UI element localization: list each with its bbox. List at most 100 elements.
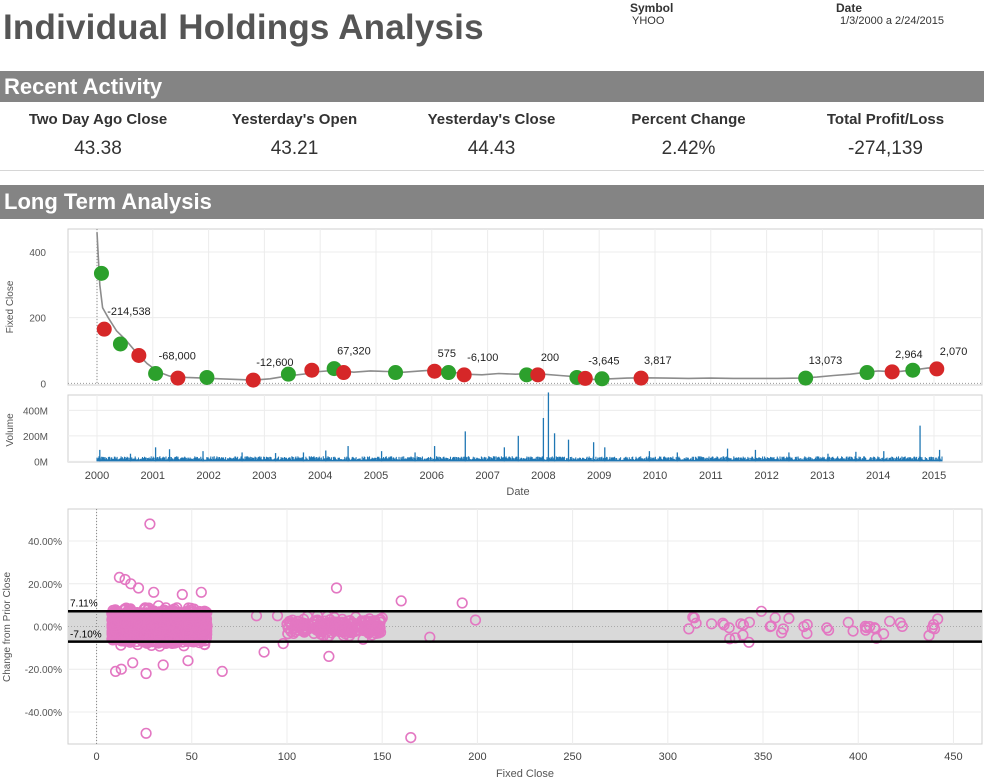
buy-trade-point [148, 366, 164, 382]
date-x-tick-label: 2010 [643, 470, 667, 482]
date-x-tick-label: 2000 [85, 470, 109, 482]
scatter-point [705, 618, 718, 630]
long-term-charts[interactable]: 0 200 400 Fixed Close -214,538 -68,000 -12,600… [0, 222, 984, 782]
date-x-axis-title: Date [506, 486, 529, 498]
date-x-tick-label: 2009 [587, 470, 611, 482]
scatter-point [801, 628, 813, 640]
scatter-point [198, 625, 210, 637]
sell-trade-point [577, 370, 593, 386]
scatter-point [822, 624, 835, 636]
kpi-value: 43.21 [270, 138, 319, 159]
date-x-tick-label: 2008 [531, 470, 555, 482]
scatter-point [469, 614, 482, 626]
kpi-yesterdays-close[interactable]: Yesterday's Close 44.43 [393, 104, 590, 170]
scatter-point [877, 628, 890, 640]
scatter-point [140, 727, 152, 739]
date-x-tick-label: 2014 [866, 470, 890, 482]
scatter-point [196, 622, 208, 634]
volume-y-tick-label: 0M [34, 457, 48, 468]
sell-trade-point [427, 363, 443, 379]
date-x-tick-label: 2013 [810, 470, 834, 482]
sell-trade-point [929, 361, 945, 377]
scatter-point [335, 622, 347, 634]
scatter-point [311, 614, 324, 626]
scatter-point [155, 624, 167, 636]
trade-profit-label: 13,073 [809, 355, 843, 367]
scatter-point [842, 616, 854, 629]
sell-trade-point [884, 364, 900, 380]
date-x-tick-label: 2004 [308, 470, 332, 482]
kpi-total-profit-loss[interactable]: Total Profit/Loss -274,139 [787, 104, 984, 170]
scatter-y-tick-label: 20.00% [28, 580, 62, 591]
kpi-percent-change[interactable]: Percent Change 2.42% [590, 104, 787, 170]
date-x-tick-label: 2015 [922, 470, 946, 482]
scatter-point [158, 618, 171, 630]
scatter-point [277, 638, 289, 650]
buy-trade-point [519, 367, 535, 383]
scatter-point [376, 612, 388, 624]
buy-trade-point [905, 362, 921, 378]
kpi-label: Yesterday's Open [231, 111, 358, 128]
sell-trade-point [456, 367, 472, 383]
scatter-point [108, 619, 120, 631]
scatter-x-tick-label: 50 [186, 751, 198, 763]
buy-trade-point [441, 365, 457, 381]
buy-trade-point [859, 365, 875, 381]
trade-profit-label: -12,600 [256, 357, 293, 369]
date-x-tick-label: 2002 [196, 470, 220, 482]
scatter-point [132, 582, 145, 594]
buy-trade-point [594, 371, 610, 387]
volume-plot-frame [67, 394, 983, 463]
scatter-point [359, 621, 371, 633]
scatter-point [109, 665, 122, 678]
scatter-point [683, 623, 695, 635]
scatter-point [395, 595, 407, 607]
volume-y-axis-title: Volume [5, 413, 16, 447]
scatter-point [216, 665, 228, 678]
scatter-point [314, 625, 326, 637]
scatter-point [115, 663, 127, 675]
scatter-point [134, 628, 146, 640]
trade-profit-label: 2,964 [895, 349, 923, 361]
scatter-point [113, 571, 125, 584]
price-y-tick-label: 0 [40, 379, 46, 390]
scatter-point [724, 633, 736, 645]
scatter-point [884, 615, 896, 627]
symbol-value[interactable]: YHOO [632, 15, 665, 27]
scatter-point [373, 620, 386, 632]
scatter-x-tick-label: 200 [468, 751, 486, 763]
scatter-points [106, 518, 944, 744]
scatter-point [120, 633, 132, 645]
scatter-point [133, 616, 145, 629]
scatter-x-tick-label: 250 [563, 751, 581, 763]
sell-trade-point [96, 321, 112, 337]
trade-profit-label: -68,000 [159, 351, 196, 363]
scatter-point [323, 650, 335, 663]
scatter-x-tick-label: 300 [659, 751, 677, 763]
scatter-y-tick-label: -40.00% [25, 708, 62, 719]
scatter-point [926, 622, 938, 634]
scatter-point [119, 617, 131, 629]
buy-trade-point [798, 370, 814, 386]
long-term-analysis-header: Long Term Analysis [0, 185, 984, 219]
lower-reference-label: -7.10% [70, 630, 102, 641]
volume-y-tick-label: 400M [23, 406, 48, 417]
scatter-point [148, 586, 160, 598]
date-range-value[interactable]: 1/3/2000 a 2/24/2015 [840, 15, 944, 27]
scatter-y-tick-label: 0.00% [34, 623, 62, 634]
kpi-two-day-ago-close[interactable]: Two Day Ago Close 43.38 [0, 104, 196, 170]
scatter-point [126, 619, 138, 631]
scatter-x-tick-label: 400 [849, 751, 867, 763]
scatter-x-axis-title: Fixed Close [496, 768, 554, 780]
date-x-tick-label: 2003 [252, 470, 276, 482]
volume-bars [96, 456, 943, 462]
buy-trade-point [280, 366, 296, 382]
kpi-yesterdays-open[interactable]: Yesterday's Open 43.21 [196, 104, 393, 170]
scatter-point [718, 619, 730, 631]
kpi-divider [0, 170, 984, 171]
sell-trade-point [304, 362, 320, 378]
scatter-point [195, 586, 207, 598]
kpi-value: 2.42% [661, 138, 716, 159]
scatter-point [292, 615, 305, 628]
kpi-value: -274,139 [847, 138, 923, 159]
